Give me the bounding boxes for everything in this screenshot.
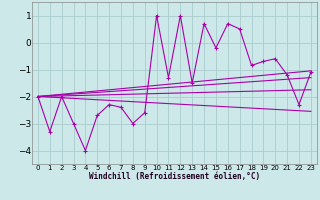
- X-axis label: Windchill (Refroidissement éolien,°C): Windchill (Refroidissement éolien,°C): [89, 172, 260, 181]
